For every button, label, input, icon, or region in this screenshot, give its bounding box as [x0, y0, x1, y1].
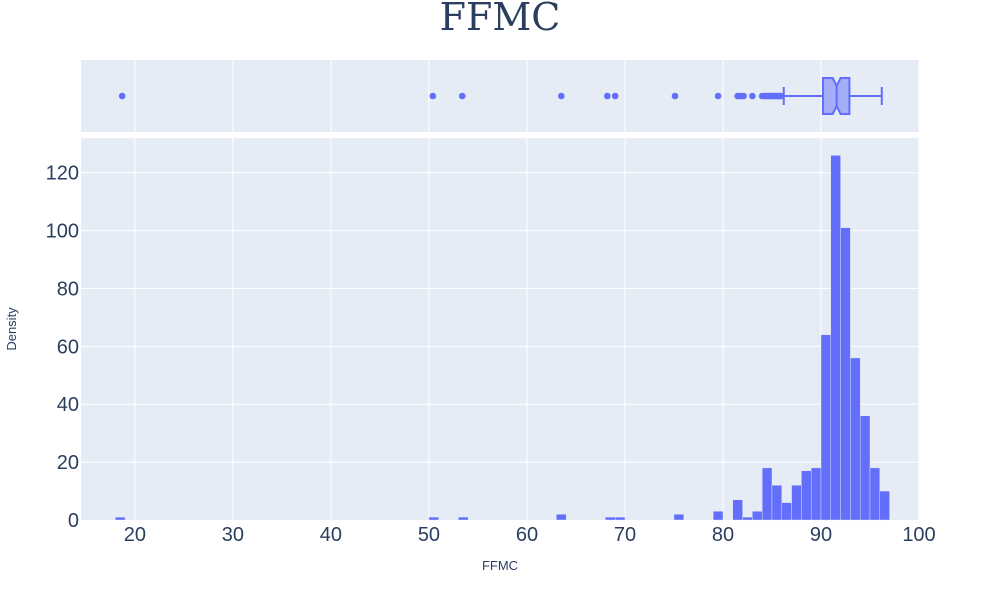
histogram-bar [791, 485, 802, 521]
histogram-bar [761, 467, 773, 521]
y-tick-label: 40 [57, 394, 79, 416]
histogram-bar [614, 516, 626, 521]
histogram-bar [781, 502, 792, 521]
box-outlier-point [749, 92, 756, 100]
histogram-bar [869, 467, 880, 521]
x-tick-label: 40 [320, 524, 342, 546]
x-tick-label: 60 [516, 524, 538, 546]
y-tick-label: 100 [46, 221, 79, 243]
x-tick-label: 50 [418, 524, 440, 546]
histogram-bar [458, 516, 469, 521]
histogram-bar [801, 470, 812, 521]
x-axis-ticks: 20 30 40 50 60 70 80 90 100 [124, 524, 936, 546]
histogram-bar [732, 499, 743, 521]
y-tick-label: 20 [57, 452, 79, 474]
histogram-bar [879, 490, 890, 521]
histogram-bar [428, 516, 439, 521]
histogram-bar [820, 334, 831, 521]
y-tick-label: 80 [57, 278, 79, 300]
histogram-bar [712, 511, 724, 521]
box-outlier-point [429, 92, 437, 100]
box-outlier-point [604, 92, 611, 100]
box-outlier-point [777, 92, 785, 100]
y-tick-label: 0 [68, 510, 79, 532]
histogram-bars [115, 155, 890, 521]
histogram-bar [810, 467, 822, 521]
histogram-bar [752, 511, 763, 521]
x-tick-label: 80 [712, 524, 734, 546]
y-tick-label: 60 [57, 336, 79, 358]
x-tick-label: 100 [902, 524, 935, 546]
x-axis-label: FFMC [482, 558, 518, 573]
box-outlier-point [611, 92, 619, 100]
box-outlier-point [671, 92, 679, 100]
box-plot [118, 77, 883, 115]
y-axis-ticks: 0 20 40 60 80 100 120 [46, 163, 79, 532]
y-axis-label: Density [4, 307, 19, 351]
histogram-bar [742, 516, 753, 521]
histogram-bar [115, 516, 126, 521]
box-panel-grid [134, 60, 920, 132]
box-outlier-point [740, 92, 747, 100]
histogram-panel-background [81, 138, 919, 520]
histogram-bar [850, 357, 861, 521]
box-outlier-point [458, 92, 466, 100]
histogram-bar [830, 155, 841, 521]
box-outlier-point [557, 92, 565, 100]
histogram-bar [556, 514, 567, 521]
histogram-bar [673, 514, 684, 521]
x-tick-label: 90 [810, 524, 832, 546]
x-tick-label: 20 [124, 524, 146, 546]
histogram-bar [859, 415, 871, 521]
box-outlier-point [118, 92, 126, 100]
histogram-bar [840, 227, 851, 521]
histogram-bar [771, 485, 782, 521]
x-tick-label: 70 [614, 524, 636, 546]
y-tick-label: 120 [46, 163, 79, 185]
histogram-bar [605, 516, 616, 521]
box-outlier-point [714, 92, 722, 100]
x-tick-label: 30 [222, 524, 244, 546]
chart-title: FFMC [440, 0, 561, 39]
